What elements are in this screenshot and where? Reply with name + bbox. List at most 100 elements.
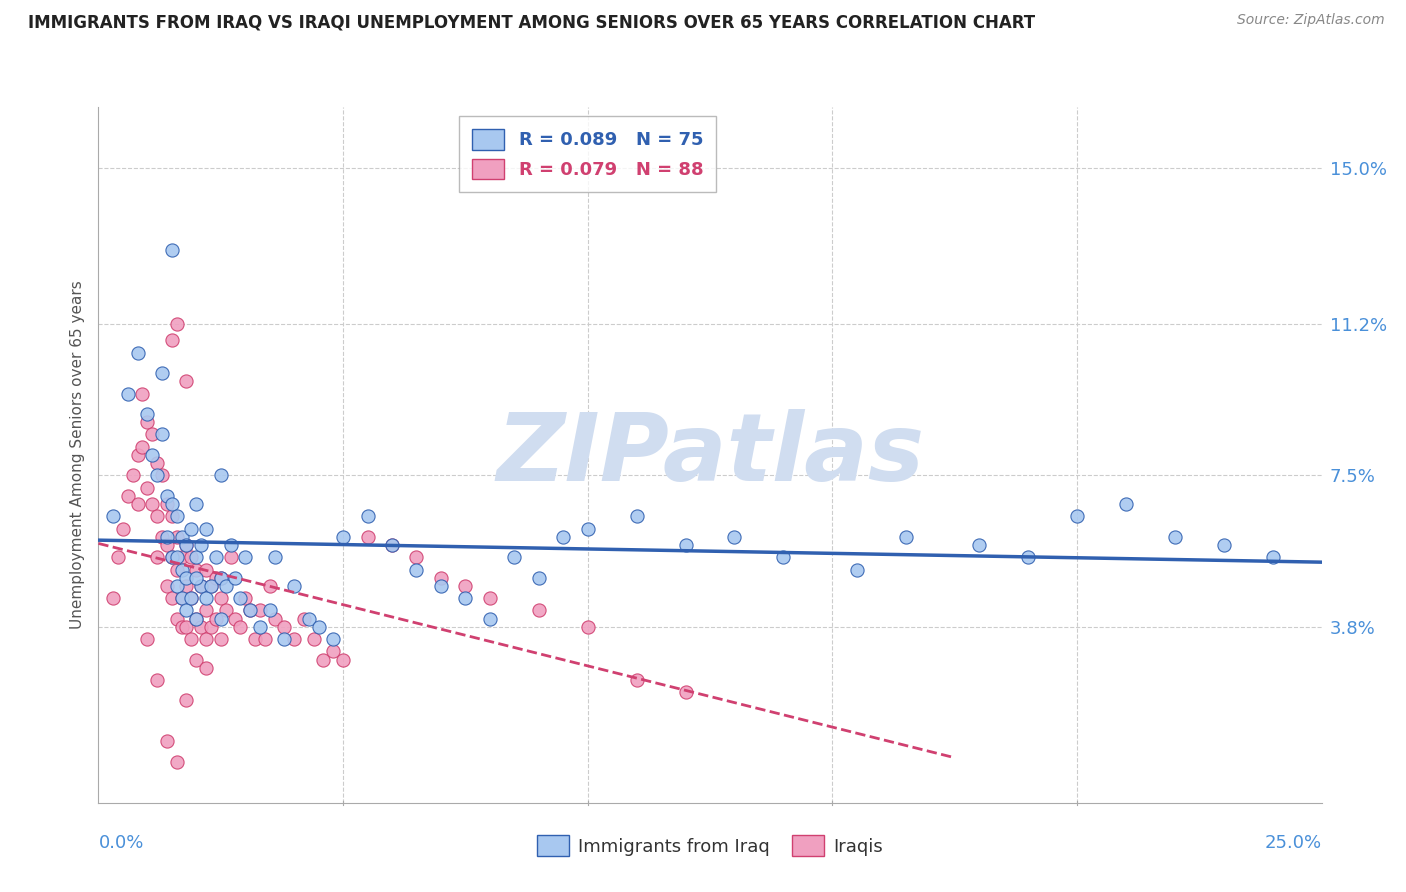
Point (209, 571, 232, 585)
Point (146, 509, 169, 524)
Point (405, 550, 427, 565)
Point (180, 632, 202, 646)
Point (214, 603, 236, 617)
Point (107, 550, 129, 565)
Point (356, 509, 378, 524)
Point (273, 632, 295, 646)
Point (576, 522, 599, 536)
Point (176, 579, 198, 593)
Point (229, 620, 252, 634)
Point (160, 550, 183, 565)
Point (626, 673, 648, 687)
Point (527, 571, 550, 585)
Point (170, 591, 193, 606)
Point (283, 579, 305, 593)
Point (239, 603, 262, 617)
Point (845, 562, 868, 576)
Text: 25.0%: 25.0% (1264, 834, 1322, 852)
Point (527, 603, 550, 617)
Point (576, 620, 599, 634)
Point (111, 522, 134, 536)
Point (332, 530, 354, 544)
Point (209, 571, 232, 585)
Point (219, 550, 242, 565)
Point (200, 620, 222, 634)
Point (131, 386, 153, 401)
Point (1017, 550, 1039, 565)
Point (243, 632, 266, 646)
Point (454, 591, 477, 606)
Point (186, 571, 208, 585)
Point (195, 591, 218, 606)
Point (170, 550, 193, 565)
Point (150, 427, 173, 442)
Point (200, 579, 222, 593)
Point (302, 632, 325, 646)
Point (967, 538, 990, 552)
Point (166, 509, 188, 524)
Point (312, 652, 335, 666)
Point (308, 620, 330, 634)
Point (176, 538, 198, 552)
Point (195, 522, 218, 536)
Point (186, 652, 208, 666)
Point (675, 685, 697, 699)
Point (322, 632, 344, 646)
Point (772, 550, 794, 565)
Point (117, 489, 139, 503)
Point (176, 571, 198, 585)
Point (146, 468, 169, 483)
Point (127, 345, 149, 359)
Point (259, 579, 281, 593)
Point (141, 427, 163, 442)
Point (176, 374, 198, 388)
Point (894, 530, 917, 544)
Point (224, 612, 246, 626)
Point (186, 612, 208, 626)
Point (131, 440, 153, 454)
Point (430, 579, 453, 593)
Point (478, 591, 501, 606)
Point (219, 538, 242, 552)
Point (723, 530, 745, 544)
Point (1066, 509, 1088, 524)
Point (170, 562, 193, 576)
Point (160, 509, 183, 524)
Point (156, 579, 179, 593)
Point (156, 489, 179, 503)
Point (170, 530, 193, 544)
Point (214, 579, 236, 593)
Point (1261, 550, 1284, 565)
Y-axis label: Unemployment Among Seniors over 65 years: Unemployment Among Seniors over 65 years (69, 281, 84, 629)
Point (156, 497, 179, 511)
Point (233, 550, 256, 565)
Point (101, 591, 124, 606)
Point (190, 620, 212, 634)
Point (166, 562, 188, 576)
Point (454, 579, 477, 593)
Point (160, 550, 183, 565)
Point (180, 522, 202, 536)
Point (1115, 497, 1137, 511)
Point (186, 550, 208, 565)
Point (166, 612, 188, 626)
Point (141, 448, 163, 462)
Point (259, 603, 281, 617)
Point (166, 317, 188, 331)
Point (146, 550, 169, 565)
Point (136, 407, 159, 421)
Point (626, 509, 648, 524)
Point (176, 538, 198, 552)
Point (233, 591, 256, 606)
Point (195, 603, 218, 617)
Point (150, 530, 173, 544)
Point (249, 603, 271, 617)
Point (209, 632, 232, 646)
Point (156, 538, 179, 552)
Point (200, 579, 222, 593)
Point (136, 415, 159, 429)
Text: 0.0%: 0.0% (98, 834, 143, 852)
Point (127, 448, 149, 462)
Point (224, 571, 246, 585)
Legend: Immigrants from Iraq, Iraqis: Immigrants from Iraq, Iraqis (530, 828, 890, 863)
